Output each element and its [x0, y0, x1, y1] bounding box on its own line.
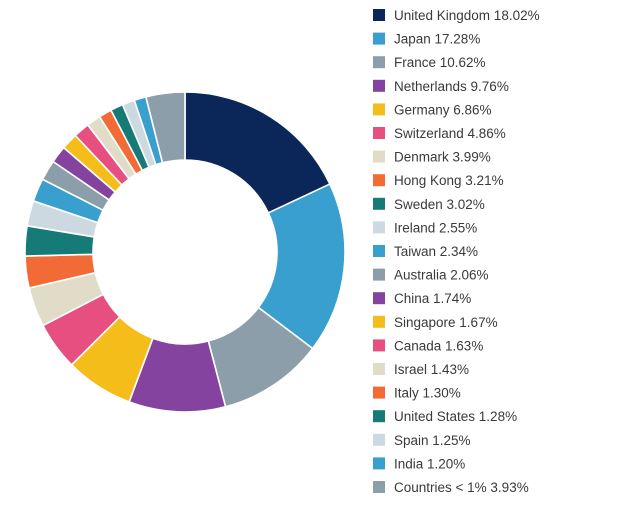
legend-item: Netherlands 9.76%	[373, 79, 509, 94]
legend-item: France 10.62%	[373, 55, 486, 70]
legend-item: Italy 1.30%	[373, 386, 461, 401]
legend-item: Israel 1.43%	[373, 362, 469, 377]
legend-label: Countries < 1% 3.93%	[394, 480, 529, 495]
legend-label: Hong Kong 3.21%	[394, 173, 504, 188]
legend-item: Sweden 3.02%	[373, 197, 485, 212]
legend-item: Canada 1.63%	[373, 338, 483, 353]
chart-legend: United Kingdom 18.02% Japan 17.28% France …	[373, 8, 540, 495]
legend-swatch	[373, 339, 385, 352]
legend-swatch	[373, 386, 385, 399]
legend-item: Countries < 1% 3.93%	[373, 480, 529, 495]
legend-item: United Kingdom 18.02%	[373, 8, 540, 23]
legend-label: Denmark 3.99%	[394, 150, 491, 165]
legend-swatch	[373, 268, 385, 281]
legend-swatch	[373, 174, 385, 187]
legend-item: India 1.20%	[373, 456, 465, 471]
legend-item: Ireland 2.55%	[373, 220, 477, 235]
legend-swatch	[373, 315, 385, 328]
legend-item: Denmark 3.99%	[373, 150, 491, 165]
legend-item: Japan 17.28%	[373, 32, 480, 47]
legend-swatch	[373, 245, 385, 257]
legend-label: Netherlands 9.76%	[394, 79, 509, 94]
pie-slice-21	[145, 91, 186, 164]
legend-swatch	[373, 103, 385, 116]
legend-label: Spain 1.25%	[394, 433, 471, 448]
legend-swatch	[373, 9, 385, 21]
legend-item: Spain 1.25%	[373, 433, 471, 448]
legend-swatch	[373, 79, 385, 92]
legend-item: Singapore 1.67%	[373, 315, 498, 330]
legend-label: Sweden 3.02%	[394, 197, 485, 212]
legend-label: United States 1.28%	[394, 409, 517, 424]
legend-swatch	[373, 127, 385, 139]
legend-swatch	[373, 150, 385, 163]
legend-label: France 10.62%	[394, 55, 486, 70]
legend-label: Canada 1.63%	[394, 338, 483, 353]
legend-label: Singapore 1.67%	[394, 315, 498, 330]
legend-label: Germany 6.86%	[394, 102, 492, 117]
legend-label: United Kingdom 18.02%	[394, 8, 540, 23]
legend-label: Japan 17.28%	[394, 32, 480, 47]
legend-label: Israel 1.43%	[394, 362, 469, 377]
legend-item: Australia 2.06%	[373, 268, 489, 283]
legend-label: China 1.74%	[394, 291, 471, 306]
legend-swatch	[373, 221, 385, 234]
legend-label: Switzerland 4.86%	[394, 126, 506, 141]
legend-swatch	[373, 457, 385, 470]
legend-swatch	[373, 363, 385, 375]
legend-label: India 1.20%	[394, 456, 465, 471]
legend-label: Ireland 2.55%	[394, 220, 477, 235]
legend-item: Switzerland 4.86%	[373, 126, 506, 141]
legend-swatch	[373, 410, 385, 423]
legend-item: United States 1.28%	[373, 409, 517, 424]
donut-chart	[24, 91, 346, 413]
legend-label: Italy 1.30%	[394, 386, 461, 401]
legend-swatch	[373, 292, 385, 305]
legend-item: China 1.74%	[373, 291, 471, 306]
legend-item: Taiwan 2.34%	[373, 244, 478, 259]
legend-swatch	[373, 197, 385, 210]
legend-swatch	[373, 481, 385, 493]
legend-swatch	[373, 433, 385, 446]
legend-item: Hong Kong 3.21%	[373, 173, 504, 188]
legend-label: Taiwan 2.34%	[394, 244, 478, 259]
legend-swatch	[373, 32, 385, 45]
legend-item: Germany 6.86%	[373, 102, 492, 117]
legend-label: Australia 2.06%	[394, 268, 489, 283]
legend-swatch	[373, 56, 385, 69]
